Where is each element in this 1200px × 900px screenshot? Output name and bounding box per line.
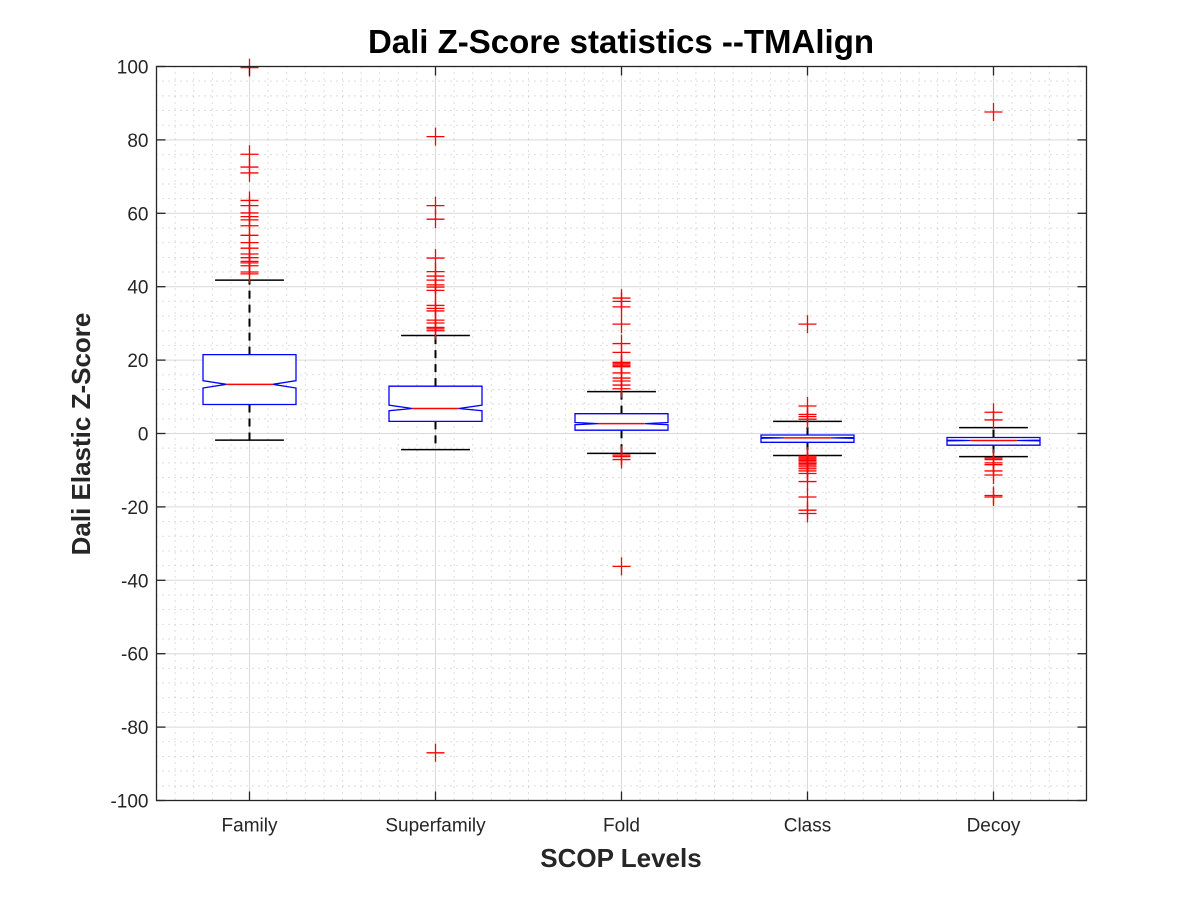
outlier-marker: [612, 450, 631, 469]
outlier-marker: [426, 321, 445, 340]
y-tick-label: 80: [127, 131, 148, 152]
outlier-marker: [798, 410, 817, 429]
box-group-superfamily: [388, 127, 483, 762]
outlier-marker: [612, 557, 631, 576]
x-tick-label: Superfamily: [385, 816, 486, 837]
y-tick-label: 40: [127, 278, 148, 299]
box-group-decoy: [946, 103, 1041, 506]
chart-title: Dali Z-Score statistics --TMAlign: [368, 23, 874, 60]
y-tick-label: -100: [110, 792, 148, 813]
notched-box: [574, 413, 669, 431]
notched-box: [388, 385, 483, 423]
outlier-marker: [426, 743, 445, 762]
outlier-marker: [984, 103, 1003, 122]
y-axis-label: Dali Elastic Z-Score: [66, 313, 96, 556]
outlier-marker: [426, 281, 445, 300]
x-axis: Family Superfamily Fold Class Decoy: [222, 66, 1021, 837]
outlier-marker: [426, 127, 445, 146]
outlier-marker: [798, 315, 817, 334]
y-tick-label: -60: [121, 645, 148, 666]
x-tick-label: Fold: [603, 816, 640, 837]
outlier-marker: [240, 163, 259, 182]
y-tick-label: -40: [121, 571, 148, 592]
y-axis: -100 -80 -60 -40 -20 0 20 40 60 80 100: [110, 58, 1087, 813]
box-group-class: [760, 315, 855, 523]
outlier-marker: [240, 264, 259, 283]
outlier-marker: [984, 410, 1003, 429]
notched-box: [202, 353, 297, 406]
box-group-family: [202, 58, 297, 441]
outlier-marker: [612, 315, 631, 334]
outlier-marker: [612, 379, 631, 398]
box-group-fold: [574, 289, 669, 576]
x-tick-label: Decoy: [967, 816, 1021, 837]
outlier-marker: [984, 465, 1003, 484]
notched-box: [946, 436, 1041, 446]
x-axis-label: SCOP Levels: [540, 843, 701, 873]
x-tick-label: Family: [222, 816, 278, 837]
outlier-marker: [426, 210, 445, 229]
outlier-marker: [798, 472, 817, 491]
y-tick-label: -20: [121, 498, 148, 519]
boxes-layer: [202, 58, 1041, 762]
y-tick-label: 20: [127, 351, 148, 372]
y-tick-label: -80: [121, 718, 148, 739]
y-tick-label: 60: [127, 204, 148, 225]
outlier-marker: [612, 297, 631, 316]
y-tick-label: 100: [117, 58, 149, 79]
outlier-marker: [984, 487, 1003, 506]
y-tick-label: 0: [138, 425, 149, 446]
outlier-marker: [798, 504, 817, 523]
x-tick-label: Class: [784, 816, 832, 837]
